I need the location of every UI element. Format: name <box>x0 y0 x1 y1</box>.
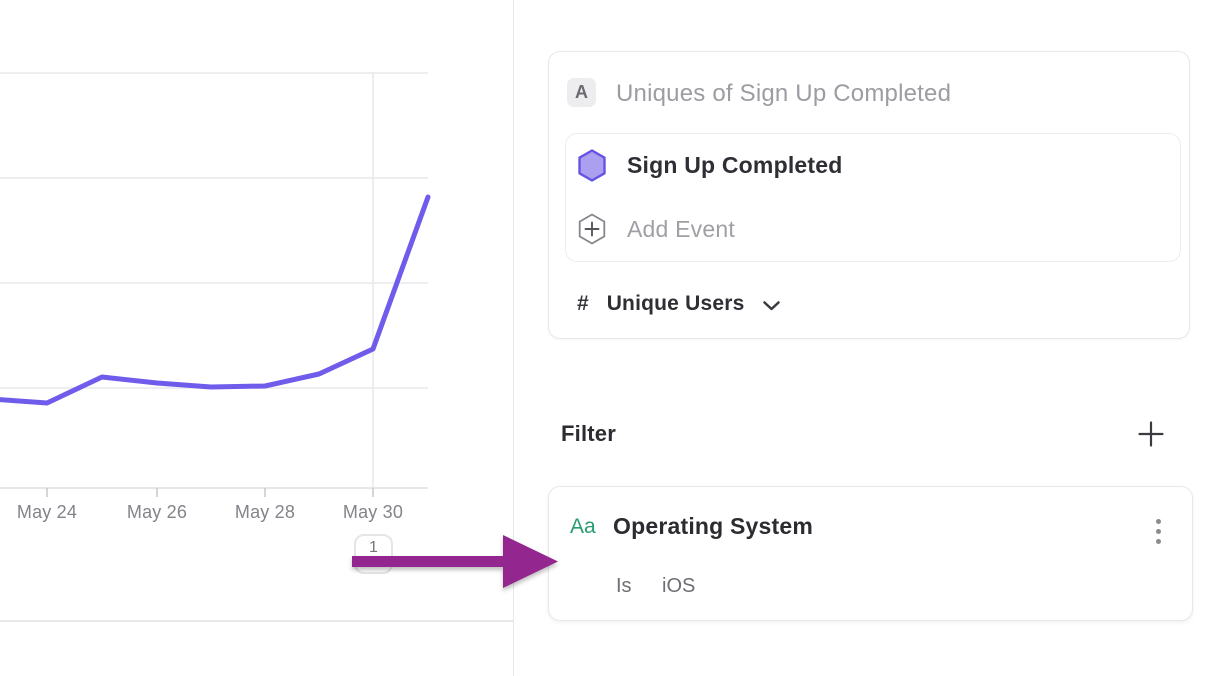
metric-title: Uniques of Sign Up Completed <box>616 80 952 107</box>
chevron-down-icon <box>763 300 781 310</box>
annotation-marker[interactable]: 1 <box>354 534 393 574</box>
metrics-section-card: A Uniques of Sign Up Completed Sign Up C… <box>548 51 1190 339</box>
filter-value[interactable]: iOS <box>662 575 696 597</box>
line-chart[interactable] <box>0 0 514 676</box>
measurement-selector[interactable]: # Unique Users <box>577 292 781 316</box>
add-event-icon <box>578 213 606 245</box>
filter-section-title: Filter <box>561 421 616 446</box>
chart-pane: May 24 May 26 May 28 May 30 1 <box>0 0 514 676</box>
x-axis-label: May 24 <box>16 502 78 522</box>
add-event-button[interactable]: Add Event <box>566 198 1180 262</box>
series-line <box>0 194 431 406</box>
x-axis-label: May 26 <box>126 502 188 522</box>
event-name-label: Sign Up Completed <box>627 152 843 179</box>
filter-property-name[interactable]: Operating System <box>613 513 814 539</box>
series-a-badge: A <box>567 78 596 107</box>
x-axis-label: May 28 <box>234 502 296 522</box>
filter-section-header: Filter <box>561 419 1165 449</box>
query-builder-panel: A Uniques of Sign Up Completed Sign Up C… <box>514 0 1218 676</box>
event-row-sign-up-completed[interactable]: Sign Up Completed <box>566 134 1180 198</box>
annotation-marker-label: 1 <box>369 539 378 556</box>
string-property-icon: Aa <box>570 515 596 538</box>
measurement-label: Unique Users <box>606 292 745 315</box>
kebab-menu-icon[interactable] <box>1154 517 1163 546</box>
filter-card: Aa Operating System Is iOS <box>548 486 1193 621</box>
event-hexagon-icon <box>578 149 606 182</box>
filter-operator[interactable]: Is <box>616 575 632 597</box>
event-list-card: Sign Up Completed Add Event <box>565 133 1181 262</box>
number-type-icon: # <box>577 292 589 315</box>
add-event-label: Add Event <box>627 215 735 242</box>
x-axis-label: May 30 <box>342 502 404 522</box>
add-filter-icon[interactable] <box>1137 420 1165 448</box>
chart-section-divider <box>0 620 514 622</box>
